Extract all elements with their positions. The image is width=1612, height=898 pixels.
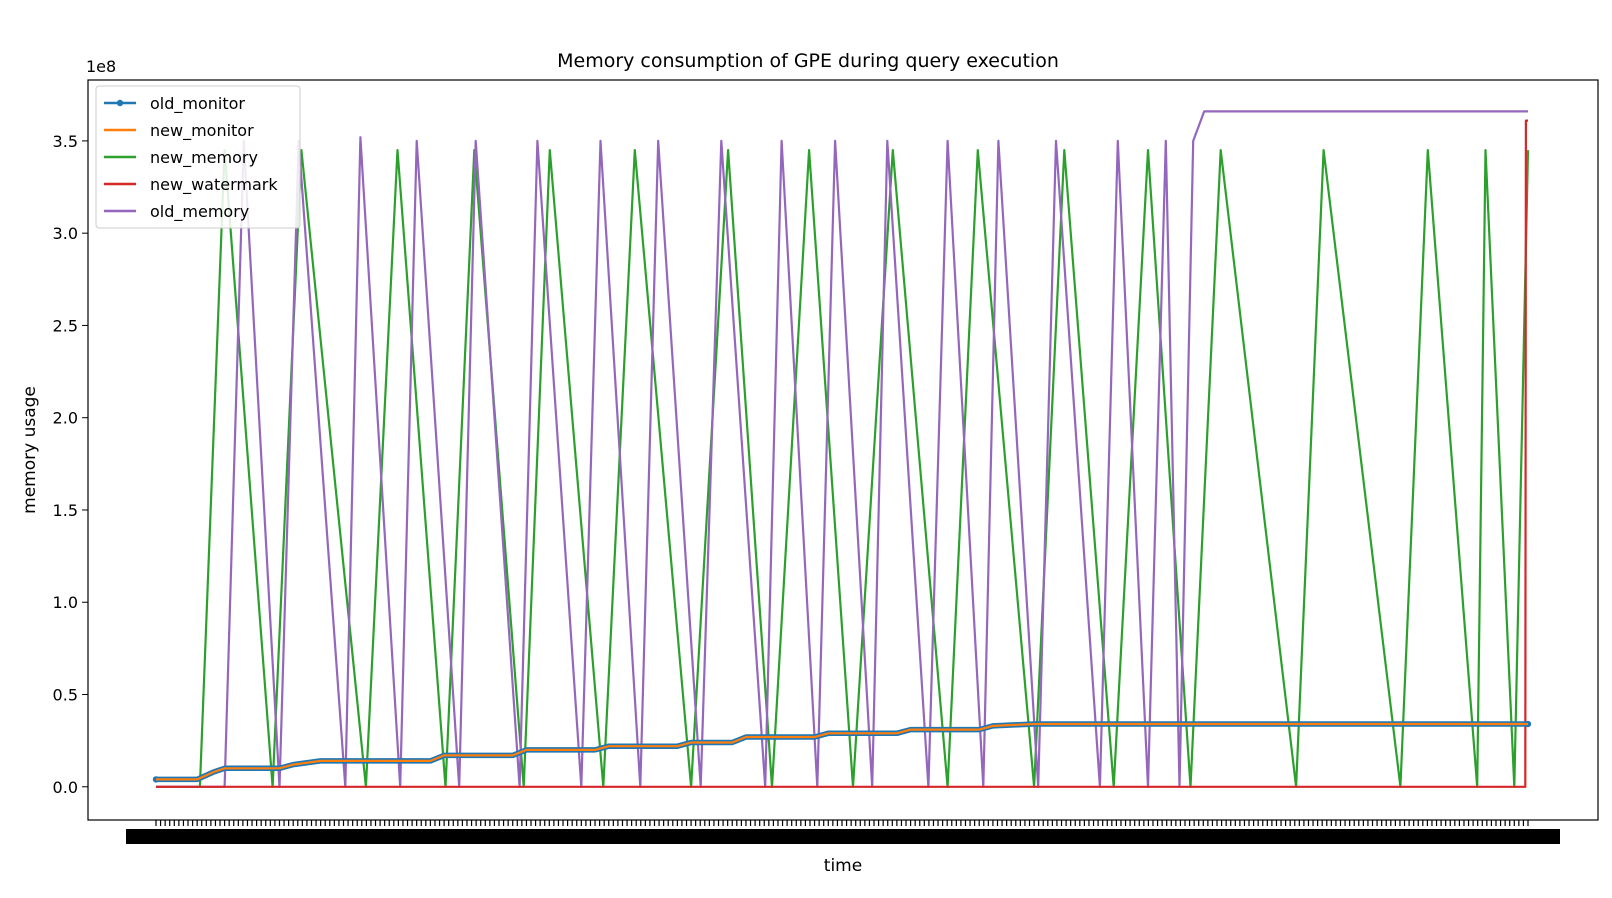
y-offset-text: 1e8 — [86, 57, 116, 76]
x-tick-labels-overlap — [126, 829, 1560, 844]
legend-box — [95, 85, 301, 229]
legend: old_monitor new_monitor new_memory new_wate… — [95, 85, 301, 229]
legend-label-new_memory: new_memory — [150, 148, 258, 168]
y-tick-label: 0.0 — [53, 778, 78, 797]
y-tick-label: 1.0 — [53, 593, 78, 612]
y-tick-label: 3.0 — [53, 224, 78, 243]
y-tick-label: 2.0 — [53, 409, 78, 428]
x-axis-label: time — [824, 856, 862, 876]
y-tick-label: 1.5 — [53, 501, 78, 520]
chart-title: Memory consumption of GPE during query e… — [557, 50, 1059, 72]
x-tick-marks — [126, 820, 1560, 844]
legend-label-old_memory: old_memory — [150, 202, 249, 222]
axes-frame — [87, 79, 1599, 821]
y-axis-label: memory usage — [20, 386, 40, 514]
legend-label-new_watermark: new_watermark — [150, 175, 278, 195]
y-tick-label: 3.5 — [53, 132, 78, 151]
y-tick-label: 0.5 — [53, 686, 78, 705]
plot-area — [152, 110, 1532, 788]
series-line-new_monitor — [156, 722, 1528, 781]
legend-label-new_monitor: new_monitor — [150, 121, 254, 141]
legend-label-old_monitor: old_monitor — [150, 94, 245, 114]
series-line-new_watermark — [156, 119, 1528, 788]
y-tick-label: 2.5 — [53, 316, 78, 335]
legend-marker — [116, 99, 124, 107]
y-axis-ticks: 0.0 0.5 1.0 1.5 2.0 2.5 3.0 3.5 — [53, 132, 88, 797]
